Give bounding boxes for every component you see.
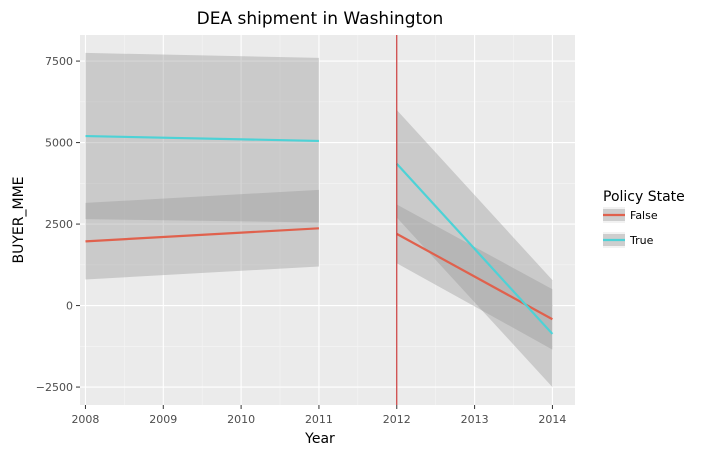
y-tick-label: −2500 (36, 381, 73, 394)
legend-keys: False True (603, 207, 658, 248)
x-tick-label: 2012 (383, 413, 411, 426)
x-tick-label: 2009 (149, 413, 177, 426)
series-line-true (395, 163, 554, 335)
grid-minor (80, 35, 575, 405)
series-lines (85, 134, 554, 335)
legend: Policy State False True (603, 189, 685, 248)
legend-label-true: True (629, 234, 654, 247)
x-tick-label: 2010 (227, 413, 255, 426)
chart-title: DEA shipment in Washington (197, 9, 444, 29)
x-axis-ticks: 2008 2009 2010 2011 2012 2013 2014 (71, 405, 566, 426)
x-tick-label: 2008 (71, 413, 99, 426)
x-tick-label: 2014 (538, 413, 566, 426)
x-tick-label: 2013 (461, 413, 489, 426)
y-axis-ticks: −2500 0 2500 5000 7500 (36, 55, 80, 394)
plot-panel (80, 35, 575, 405)
y-tick-label: 5000 (45, 137, 73, 150)
legend-label-false: False (630, 209, 658, 222)
series-line-false (85, 227, 320, 243)
y-tick-label: 2500 (45, 218, 73, 231)
y-tick-label: 7500 (45, 55, 73, 68)
series-line-true (85, 134, 319, 143)
y-tick-label: 0 (66, 300, 73, 313)
y-axis-title: BUYER_MME (11, 177, 27, 264)
x-axis-title: Year (304, 431, 335, 447)
legend-title: Policy State (603, 189, 685, 205)
x-tick-label: 2011 (305, 413, 333, 426)
